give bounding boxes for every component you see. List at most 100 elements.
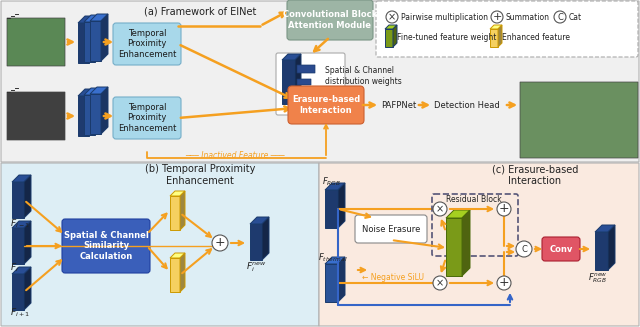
FancyBboxPatch shape <box>276 53 345 115</box>
Circle shape <box>212 235 228 251</box>
FancyBboxPatch shape <box>545 240 577 258</box>
Polygon shape <box>250 217 269 224</box>
Polygon shape <box>338 257 345 302</box>
Polygon shape <box>89 89 96 136</box>
Text: Temporal
Proximity
Enhancement: Temporal Proximity Enhancement <box>118 29 176 59</box>
Polygon shape <box>90 14 108 21</box>
Circle shape <box>497 276 511 290</box>
Text: +: + <box>499 202 509 215</box>
FancyBboxPatch shape <box>62 219 150 273</box>
Text: Erasure-based
Interaction: Erasure-based Interaction <box>292 95 360 115</box>
FancyBboxPatch shape <box>520 82 638 158</box>
Text: $F_{thermal}$: $F_{thermal}$ <box>318 252 348 264</box>
Polygon shape <box>12 175 31 182</box>
Polygon shape <box>595 232 608 270</box>
Text: $F_{i-1}$: $F_{i-1}$ <box>10 218 30 230</box>
Text: $F_{RGB}$: $F_{RGB}$ <box>322 176 341 188</box>
FancyBboxPatch shape <box>292 90 360 120</box>
Polygon shape <box>295 54 301 104</box>
Polygon shape <box>170 253 185 258</box>
Text: Spatial & Channel
Similarity
Calculation: Spatial & Channel Similarity Calculation <box>63 231 148 261</box>
Polygon shape <box>338 183 345 228</box>
Polygon shape <box>262 217 269 260</box>
FancyBboxPatch shape <box>65 222 147 270</box>
FancyBboxPatch shape <box>116 100 178 136</box>
Polygon shape <box>12 228 24 264</box>
Polygon shape <box>78 89 96 96</box>
Polygon shape <box>385 25 397 29</box>
Circle shape <box>433 202 447 216</box>
Polygon shape <box>490 29 498 47</box>
Polygon shape <box>282 60 295 104</box>
Text: Conv: Conv <box>549 245 573 253</box>
Polygon shape <box>446 210 470 218</box>
Polygon shape <box>101 14 108 61</box>
Polygon shape <box>89 16 96 63</box>
Polygon shape <box>385 29 393 47</box>
Text: C: C <box>557 12 563 22</box>
Text: +: + <box>492 12 502 22</box>
Text: Cat: Cat <box>569 12 582 22</box>
Polygon shape <box>446 218 462 276</box>
FancyBboxPatch shape <box>287 0 373 40</box>
Polygon shape <box>325 257 345 264</box>
Polygon shape <box>90 94 101 134</box>
Text: C: C <box>521 245 527 253</box>
Circle shape <box>433 276 447 290</box>
Polygon shape <box>170 191 185 196</box>
Polygon shape <box>95 88 102 135</box>
Circle shape <box>516 241 532 257</box>
Text: $F_{i+1}$: $F_{i+1}$ <box>10 307 30 319</box>
Polygon shape <box>12 267 31 274</box>
Polygon shape <box>84 95 95 135</box>
Polygon shape <box>325 183 345 190</box>
Polygon shape <box>24 175 31 218</box>
Text: ─── Inactived Feature ───: ─── Inactived Feature ─── <box>185 150 285 160</box>
Text: Convolutional Block
Attention Module: Convolutional Block Attention Module <box>283 10 377 30</box>
Polygon shape <box>498 25 502 47</box>
Text: ×: × <box>436 204 444 214</box>
Polygon shape <box>78 23 89 63</box>
Text: Temporal
Proximity
Enhancement: Temporal Proximity Enhancement <box>118 103 176 133</box>
FancyBboxPatch shape <box>290 3 370 37</box>
Text: (b) Temporal Proximity
Enhancement: (b) Temporal Proximity Enhancement <box>145 164 255 186</box>
Polygon shape <box>282 54 301 60</box>
Text: ×: × <box>388 12 396 22</box>
Polygon shape <box>84 15 102 22</box>
Polygon shape <box>90 21 101 61</box>
Polygon shape <box>180 191 185 230</box>
Polygon shape <box>325 264 338 302</box>
FancyBboxPatch shape <box>297 65 315 73</box>
FancyBboxPatch shape <box>7 18 65 66</box>
Polygon shape <box>170 196 180 230</box>
Polygon shape <box>101 87 108 134</box>
FancyBboxPatch shape <box>116 26 178 62</box>
Polygon shape <box>12 221 31 228</box>
Circle shape <box>497 202 511 216</box>
FancyBboxPatch shape <box>288 86 364 124</box>
Text: Summation: Summation <box>506 12 550 22</box>
Text: $F_{RGB}^{new}$: $F_{RGB}^{new}$ <box>588 271 607 285</box>
Text: $F_i^{new}$: $F_i^{new}$ <box>246 260 267 274</box>
Polygon shape <box>78 96 89 136</box>
Polygon shape <box>325 190 338 228</box>
Polygon shape <box>180 253 185 292</box>
FancyBboxPatch shape <box>1 1 639 162</box>
Polygon shape <box>84 22 95 62</box>
Text: Residual Block: Residual Block <box>446 196 502 204</box>
FancyBboxPatch shape <box>297 93 308 98</box>
Circle shape <box>491 11 503 23</box>
Polygon shape <box>462 210 470 276</box>
Polygon shape <box>12 274 24 310</box>
Polygon shape <box>490 25 502 29</box>
Polygon shape <box>90 87 108 94</box>
FancyBboxPatch shape <box>319 163 639 326</box>
Circle shape <box>554 11 566 23</box>
Text: Spatial & Channel
distribution weights: Spatial & Channel distribution weights <box>325 66 402 86</box>
Text: ×: × <box>436 278 444 288</box>
Polygon shape <box>24 221 31 264</box>
Polygon shape <box>608 225 615 270</box>
Polygon shape <box>78 16 96 23</box>
FancyBboxPatch shape <box>542 237 580 261</box>
Text: +: + <box>499 277 509 289</box>
